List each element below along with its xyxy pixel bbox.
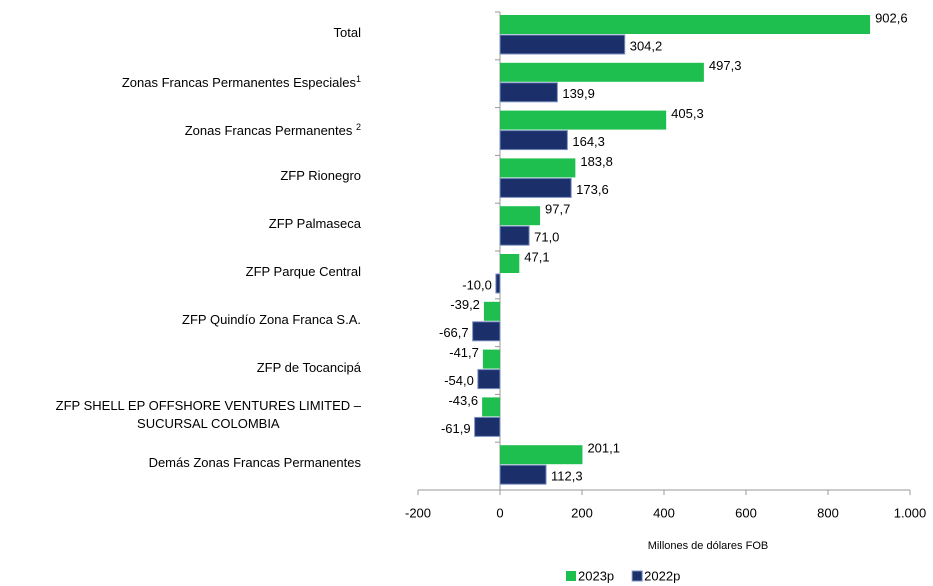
bar <box>500 158 576 178</box>
value-label: -43,6 <box>448 393 478 408</box>
bar <box>500 254 520 273</box>
category-label: Total <box>334 24 361 42</box>
bar <box>499 82 558 103</box>
bar <box>500 62 704 82</box>
x-tick-label: 0 <box>496 505 503 520</box>
value-label: -41,7 <box>449 345 479 360</box>
category-label: ZFP Quindío Zona Franca S.A. <box>182 311 361 329</box>
legend-label: 2022p <box>644 568 680 583</box>
category-label: Demás Zonas Francas Permanentes <box>149 454 361 472</box>
value-label: 183,8 <box>580 154 613 169</box>
value-label: 71,0 <box>534 230 559 245</box>
category-text: ZFP Parque Central <box>245 263 361 279</box>
category-text: Zonas Francas Permanentes <box>184 122 356 138</box>
bar <box>499 34 626 55</box>
category-label: ZFP SHELL EP OFFSHORE VENTURES LIMITED –… <box>56 397 361 433</box>
value-label: 112,3 <box>551 469 583 484</box>
value-label: 405,3 <box>671 106 704 121</box>
bar <box>500 445 583 465</box>
bar <box>482 349 500 369</box>
category-label: ZFP Rionegro <box>280 167 361 185</box>
category-footnote: 2 <box>355 121 361 132</box>
bar <box>499 177 572 198</box>
category-text: Zonas Francas Permanentes Especiales <box>121 74 356 90</box>
value-label: -39,2 <box>450 297 480 312</box>
legend-label: 2023p <box>578 568 614 583</box>
value-label: 164,3 <box>572 134 605 149</box>
value-label: 47,1 <box>524 249 549 264</box>
x-axis-title: Millones de dólares FOB <box>648 540 768 552</box>
bar <box>499 464 547 485</box>
value-label: 139,9 <box>562 86 595 101</box>
category-text: ZFP de Tocancipá <box>256 359 361 375</box>
category-text: ZFP Quindío Zona Franca S.A. <box>182 311 361 327</box>
value-label: -61,9 <box>441 421 471 436</box>
value-label: -66,7 <box>439 325 469 340</box>
category-text: Demás Zonas Francas Permanentes <box>148 455 361 471</box>
category-label: ZFP Parque Central <box>246 263 361 281</box>
category-text: ZFP Rionegro <box>280 168 361 184</box>
value-label: 173,6 <box>576 182 609 197</box>
category-label: Zonas Francas Permanentes 2 <box>185 117 361 139</box>
bar <box>472 321 501 342</box>
category-footnote: 1 <box>355 73 361 84</box>
value-label: 97,7 <box>545 202 570 217</box>
bar <box>474 416 501 437</box>
bar <box>500 206 541 226</box>
value-label: 497,3 <box>709 58 742 73</box>
category-text: ZFP SHELL EP OFFSHORE VENTURES LIMITED –… <box>55 398 361 432</box>
x-tick-label: -200 <box>405 505 431 520</box>
category-label: ZFP de Tocancipá <box>257 359 361 377</box>
x-tick-label: 600 <box>735 505 757 520</box>
bar <box>483 301 500 321</box>
legend-swatch <box>631 570 643 582</box>
bar <box>482 397 500 417</box>
category-label: Zonas Francas Permanentes Especiales1 <box>122 70 361 92</box>
x-tick-label: 200 <box>571 505 593 520</box>
bar <box>495 273 501 294</box>
bar <box>499 225 530 246</box>
legend-swatch <box>566 571 576 581</box>
bar <box>477 369 501 390</box>
value-label: -10,0 <box>462 277 492 292</box>
x-tick-label: 400 <box>653 505 675 520</box>
value-label: 902,6 <box>875 10 908 25</box>
bar <box>500 110 667 130</box>
x-tick-label: 800 <box>817 505 839 520</box>
bar <box>500 15 871 34</box>
category-text: Total <box>333 24 361 40</box>
value-label: -54,0 <box>444 373 474 388</box>
category-label: ZFP Palmaseca <box>269 215 361 233</box>
value-label: 304,2 <box>630 38 663 53</box>
bar <box>499 130 568 151</box>
value-label: 201,1 <box>587 441 620 456</box>
x-tick-label: 1.000 <box>894 505 927 520</box>
category-text: ZFP Palmaseca <box>268 216 361 232</box>
